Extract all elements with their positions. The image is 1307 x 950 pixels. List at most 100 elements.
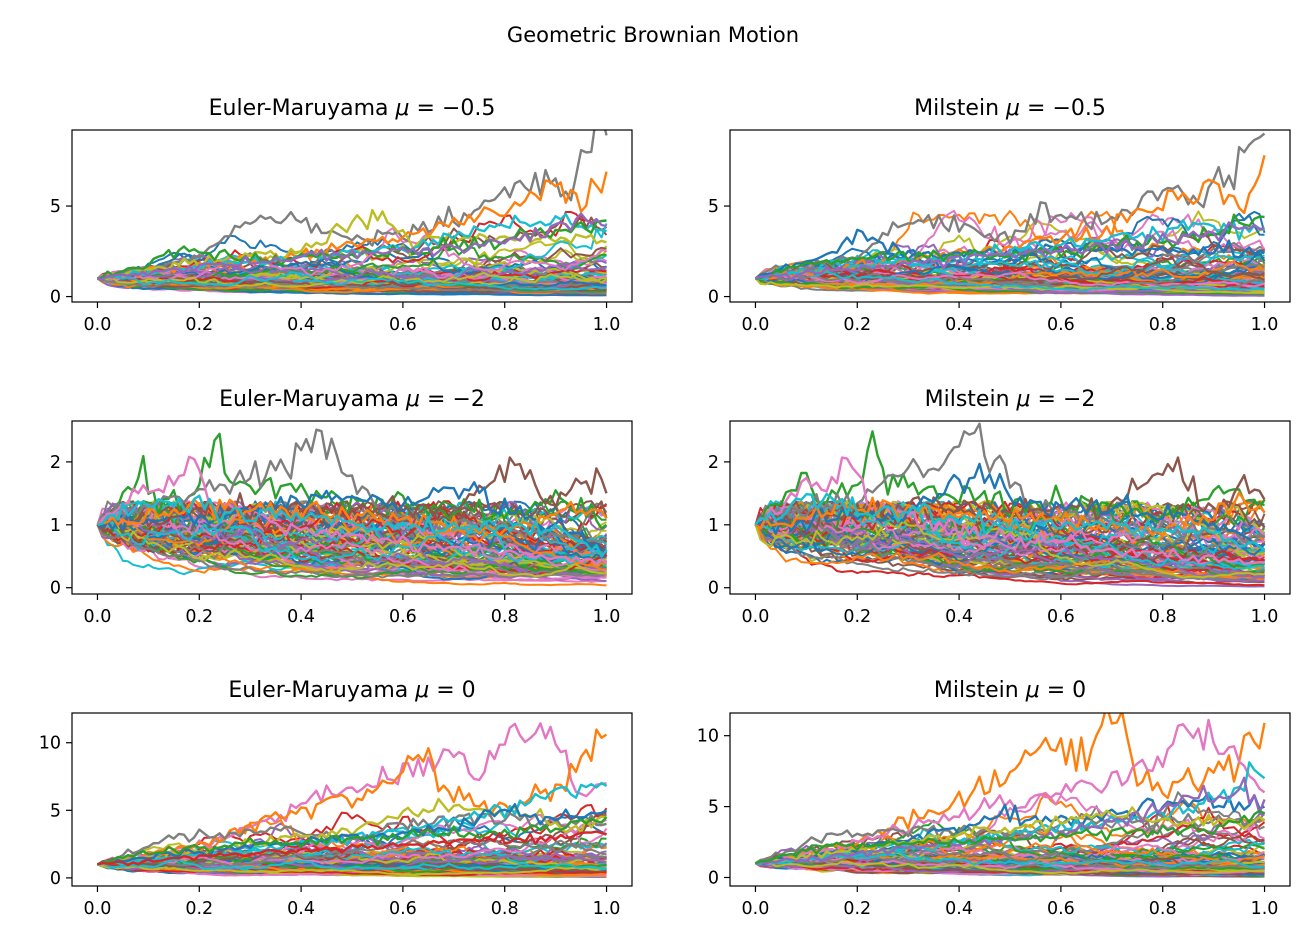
- x-tick-label: 0.4: [945, 315, 973, 335]
- highlight-path-line: [755, 718, 1266, 865]
- x-tick-label: 0.6: [1047, 899, 1075, 919]
- x-tick-label: 0.8: [1149, 607, 1177, 627]
- sample-path-line: [97, 227, 607, 283]
- x-tick-label: 0.8: [1149, 899, 1177, 919]
- sample-path-line: [97, 838, 608, 869]
- panel-euler-mu-0: Euler-Maruyama μ = 0 0.0 0.2 0.4 0.6 0.8 1.0 0…: [39, 678, 633, 919]
- y-tick-label: 0: [708, 868, 719, 888]
- sample-path-line: [97, 858, 607, 871]
- panel-title: Milstein μ = 0: [934, 678, 1086, 703]
- y-tick-label: 0: [50, 869, 61, 889]
- sample-path-line: [755, 247, 1265, 285]
- x-tick-label: 0.2: [843, 899, 871, 919]
- sample-path-line: [97, 252, 607, 289]
- sample-path-line: [754, 500, 1265, 577]
- highlight-path-line: [97, 816, 608, 866]
- highlight-path-line: [755, 776, 1266, 865]
- highlight-path-line: [755, 430, 1266, 526]
- y-tick-label: 2: [708, 453, 719, 473]
- panel-milstein-mu-0: Milstein μ = 0 0.0 0.2 0.4 0.6 0.8 1.0 0 5 10: [697, 678, 1291, 919]
- x-tick-label: 0.0: [84, 315, 112, 335]
- x-tick-label: 1.0: [1251, 607, 1279, 627]
- y-tick-label: 5: [708, 197, 719, 217]
- series-group: [754, 713, 1266, 878]
- x-tick-label: 0.2: [843, 607, 871, 627]
- x-tick-label: 0.6: [1047, 607, 1075, 627]
- panel-title: Milstein μ = −0.5: [914, 96, 1106, 121]
- x-tick-label: 0.8: [491, 315, 519, 335]
- x-tick-label: 0.4: [287, 899, 315, 919]
- x-tick-label: 0.8: [1149, 315, 1177, 335]
- mu-symbol: μ: [1005, 96, 1020, 121]
- panel-title: Milstein μ = −2: [925, 387, 1096, 412]
- x-tick-label: 0.4: [945, 607, 973, 627]
- y-tick-label: 5: [708, 798, 719, 818]
- sample-path-line: [755, 273, 1265, 292]
- y-tick-label: 5: [50, 197, 61, 217]
- y-tick-label: 1: [708, 516, 719, 536]
- y-tick-label: 0: [50, 579, 61, 599]
- sample-path-line: [96, 524, 607, 579]
- sample-path-line: [754, 507, 1265, 579]
- sample-path-line: [96, 501, 607, 571]
- highlight-path-line: [97, 494, 608, 558]
- x-tick-label: 1.0: [593, 899, 621, 919]
- highlight-path-line: [97, 219, 607, 280]
- x-tick-label: 0.6: [389, 607, 417, 627]
- sample-path-line: [754, 511, 1266, 562]
- figure-suptitle: Geometric Brownian Motion: [507, 23, 799, 47]
- mu-symbol: μ: [414, 678, 429, 703]
- axes-frame: [729, 129, 1291, 303]
- highlight-path-line: [754, 812, 1265, 865]
- x-tick-label: 1.0: [1251, 899, 1279, 919]
- sample-path-line: [97, 863, 607, 876]
- highlight-path-line: [96, 455, 608, 566]
- highlight-path-line: [96, 428, 608, 544]
- x-tick-label: 0.0: [742, 315, 770, 335]
- highlight-path-line: [97, 722, 607, 866]
- x-tick-label: 0.4: [287, 315, 315, 335]
- sample-path-line: [755, 516, 1265, 581]
- x-tick-label: 0.4: [287, 607, 315, 627]
- x-tick-label: 0.8: [491, 607, 519, 627]
- y-tick-label: 5: [50, 801, 61, 821]
- panel-euler-mu-neg-2: Euler-Maruyama μ = −2 0.0 0.2 0.4 0.6 0.8 1.0…: [50, 387, 633, 627]
- panel-title: Euler-Maruyama μ = −0.5: [209, 96, 496, 121]
- panel-title: Euler-Maruyama μ = −2: [219, 387, 485, 412]
- x-tick-label: 0.0: [742, 607, 770, 627]
- sample-path-line: [755, 273, 1265, 297]
- x-tick-label: 0.6: [389, 315, 417, 335]
- series-group: [96, 428, 608, 587]
- sample-path-line: [755, 507, 1265, 569]
- y-tick-label: 10: [697, 727, 719, 747]
- y-tick-label: 2: [50, 453, 61, 473]
- axes-frame: [729, 712, 1291, 887]
- x-tick-label: 1.0: [593, 607, 621, 627]
- series-group: [754, 132, 1266, 297]
- x-tick-label: 0.2: [185, 899, 213, 919]
- panel-milstein-mu-neg-2: Milstein μ = −2 0.0 0.2 0.4 0.6 0.8 1.0 0 1 2: [708, 387, 1291, 627]
- highlight-path-line: [755, 132, 1266, 280]
- panel-title: Euler-Maruyama μ = 0: [228, 678, 475, 703]
- sample-path-line: [755, 277, 1265, 296]
- axes-frame: [729, 420, 1291, 595]
- mu-symbol: μ: [395, 96, 410, 121]
- highlight-path-line: [755, 221, 1265, 281]
- y-tick-label: 0: [50, 288, 61, 308]
- x-tick-label: 0.6: [1047, 315, 1075, 335]
- highlight-path-line: [755, 806, 1266, 865]
- mu-symbol: μ: [405, 387, 420, 412]
- x-tick-label: 1.0: [593, 315, 621, 335]
- x-tick-label: 0.6: [389, 899, 417, 919]
- x-tick-label: 0.8: [491, 899, 519, 919]
- sample-path-line: [97, 272, 608, 288]
- x-tick-label: 0.4: [945, 899, 973, 919]
- y-tick-label: 10: [39, 734, 61, 754]
- sample-path-line: [755, 848, 1265, 869]
- sample-path-line: [755, 860, 1265, 875]
- x-tick-label: 0.2: [185, 315, 213, 335]
- x-tick-label: 0.0: [742, 899, 770, 919]
- x-tick-label: 1.0: [1251, 315, 1279, 335]
- axes-frame: [71, 712, 633, 887]
